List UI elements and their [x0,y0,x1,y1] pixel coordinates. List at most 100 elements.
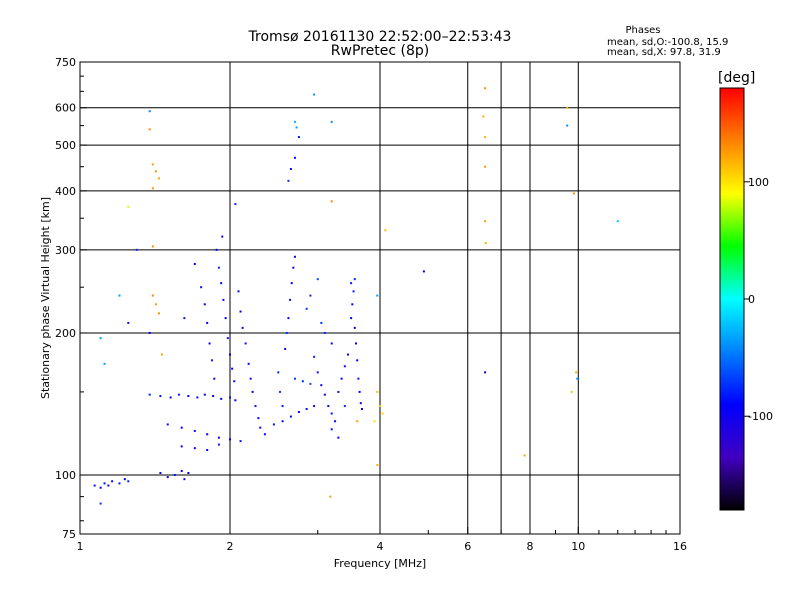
data-point [289,168,292,171]
data-point [151,294,154,297]
data-point [572,192,575,195]
data-point [343,405,346,408]
data-point [99,502,102,505]
data-point [327,405,330,408]
data-point [231,367,234,370]
data-point [226,337,229,340]
data-point [358,390,361,393]
data-point [350,282,353,285]
x-tick-label: 2 [227,540,234,553]
data-point [305,307,308,310]
data-point [151,245,154,248]
y-tick-label: 400 [55,185,76,198]
y-tick-label: 75 [62,528,76,541]
data-point [148,393,151,396]
data-point [210,359,213,362]
chart-title: Tromsø 20161130 22:52:00–22:53:43 [248,29,512,45]
data-point [180,426,183,429]
y-tick-label: 500 [55,139,76,152]
data-point [337,436,340,439]
data-point [193,447,196,450]
data-point [329,495,332,498]
data-point [313,93,316,96]
data-point [196,396,199,399]
data-point [297,410,300,413]
data-point [103,482,106,485]
data-point [215,248,218,251]
colorbar-label: [deg] [718,70,755,86]
data-point [213,377,216,380]
data-point [220,397,223,400]
data-point [183,478,186,481]
data-point [293,255,296,258]
legend-line-x: mean, sd,X: 97.8, 31.9 [607,47,721,58]
data-point [254,405,257,408]
data-point [289,298,292,301]
data-point [576,377,579,380]
data-point [272,423,275,426]
data-point [212,395,215,398]
data-point [249,377,252,380]
chart-subtitle: RwPretec (8p) [331,43,429,59]
data-point [351,303,354,306]
data-point [337,390,340,393]
colorbar-tick-label: -100 [748,410,773,423]
data-point [566,124,569,127]
data-point [237,290,240,293]
data-point [239,310,242,313]
data-point [148,110,151,113]
data-point [484,87,487,90]
data-point [287,317,290,320]
data-point [281,420,284,423]
data-point [247,362,250,365]
data-point [376,390,379,393]
data-point [183,317,186,320]
x-tick-label: 1 [77,540,84,553]
data-point [379,405,381,408]
data-point [293,377,296,380]
data-point [118,482,121,485]
x-tick-label: 4 [377,540,384,553]
data-point [309,294,312,297]
data-point [323,331,326,334]
data-point [484,220,487,223]
data-point [229,353,231,356]
data-point [290,282,293,285]
data-point [353,278,356,281]
data-point [354,342,357,345]
data-point [277,371,280,374]
data-point [316,278,319,281]
data-point [316,371,319,374]
data-point [330,120,333,123]
data-point [206,321,209,324]
data-point [356,420,359,423]
data-point [257,417,260,420]
x-axis-label: Frequency [MHz] [334,557,426,570]
data-point [281,405,284,408]
data-point [376,294,379,297]
data-point [570,390,573,393]
data-point [166,476,169,479]
data-point [279,390,282,393]
data-point [203,393,206,396]
data-point [305,408,308,411]
data-point [159,395,162,398]
data-point [353,326,356,329]
data-point [330,428,333,431]
data-point [330,412,333,415]
data-point [484,242,487,245]
data-point [384,229,387,232]
data-point [148,128,151,131]
data-point [566,106,569,109]
data-point [616,220,619,223]
data-point [484,371,487,374]
data-point [148,331,151,334]
data-point [482,115,485,118]
data-point [330,342,333,345]
data-point [206,448,209,451]
data-point [229,438,231,441]
data-point [350,317,353,320]
data-point [151,163,154,166]
data-point [301,380,304,383]
data-point [259,426,262,429]
